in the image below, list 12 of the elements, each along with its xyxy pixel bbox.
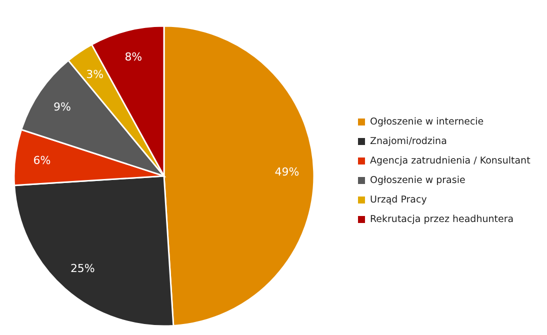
legend-label: Agencja zatrudnienia / Konsultant [370,156,531,166]
legend-label: Ogłoszenie w internecie [370,116,484,128]
data-label: 25% [70,262,95,275]
legend-label: Ogłoszenie w prasie [370,175,466,186]
data-label: 9% [54,100,71,114]
data-label: 8% [124,50,142,64]
legend-label: Rekrutacja przez headhuntera [370,214,514,225]
data-label: 3% [86,68,104,81]
data-label: 6% [33,154,51,168]
legend-label: Urząd Pracy [370,194,428,206]
legend-label: Znajomi/rodzina [370,136,447,147]
data-label: 49% [274,166,300,179]
